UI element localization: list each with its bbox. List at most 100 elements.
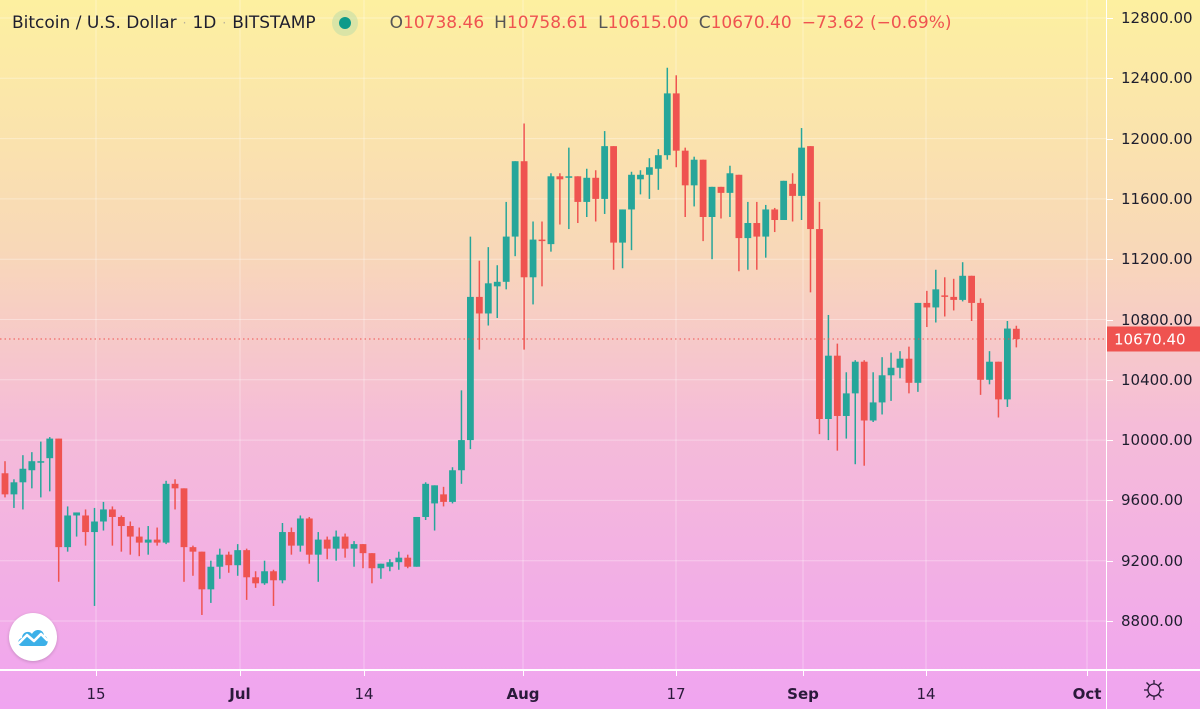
- candle[interactable]: [234, 544, 242, 576]
- candle[interactable]: [995, 361, 1002, 418]
- candle[interactable]: [672, 75, 680, 168]
- candle[interactable]: [493, 265, 501, 318]
- candle[interactable]: [314, 532, 322, 582]
- candle[interactable]: [153, 527, 161, 546]
- candle[interactable]: [252, 571, 259, 588]
- candle[interactable]: [798, 128, 805, 221]
- candle[interactable]: [699, 159, 707, 242]
- candle[interactable]: [654, 149, 662, 190]
- candle[interactable]: [413, 516, 421, 567]
- candle[interactable]: [744, 201, 752, 270]
- chart-settings-button[interactable]: [1106, 669, 1200, 709]
- candle[interactable]: [968, 275, 975, 322]
- candle[interactable]: [225, 551, 233, 573]
- candle[interactable]: [932, 269, 940, 323]
- time-axis[interactable]: 15 Jul 14 Aug 17 Sep 14 Oct: [0, 669, 1106, 709]
- candle[interactable]: [574, 176, 582, 224]
- candle[interactable]: [377, 563, 385, 579]
- candle[interactable]: [771, 207, 779, 233]
- candle[interactable]: [601, 131, 609, 214]
- candle[interactable]: [941, 277, 949, 317]
- candle[interactable]: [977, 298, 984, 395]
- candle[interactable]: [878, 357, 886, 415]
- candle[interactable]: [807, 146, 814, 293]
- candle[interactable]: [583, 168, 591, 217]
- candle[interactable]: [690, 156, 698, 207]
- candle[interactable]: [341, 533, 349, 558]
- candle[interactable]: [162, 480, 170, 545]
- candle[interactable]: [386, 559, 394, 572]
- candle[interactable]: [833, 343, 841, 451]
- candle[interactable]: [887, 352, 895, 401]
- symbol-name[interactable]: Bitcoin / U.S. Dollar: [12, 13, 177, 33]
- candle[interactable]: [37, 441, 45, 498]
- interval-label[interactable]: 1D: [192, 13, 217, 33]
- candle[interactable]: [100, 501, 107, 531]
- candle[interactable]: [279, 523, 286, 584]
- candle[interactable]: [610, 146, 617, 270]
- candle[interactable]: [905, 346, 913, 394]
- candle[interactable]: [511, 161, 519, 257]
- candle[interactable]: [359, 544, 367, 569]
- candle[interactable]: [73, 512, 80, 537]
- candle[interactable]: [619, 209, 626, 269]
- candle[interactable]: [860, 360, 868, 466]
- candle[interactable]: [467, 236, 474, 450]
- candle[interactable]: [565, 147, 573, 230]
- candle[interactable]: [350, 541, 358, 567]
- candle[interactable]: [896, 351, 904, 379]
- candle[interactable]: [520, 123, 528, 350]
- candle[interactable]: [708, 186, 716, 260]
- symbol-legend[interactable]: Bitcoin / U.S. Dollar · 1D · BITSTAMP O …: [12, 10, 952, 36]
- candle[interactable]: [780, 180, 788, 221]
- candle[interactable]: [189, 545, 197, 576]
- candle[interactable]: [646, 158, 653, 199]
- candle[interactable]: [1012, 325, 1020, 348]
- candle[interactable]: [449, 467, 456, 504]
- candle[interactable]: [296, 515, 304, 552]
- candle[interactable]: [91, 507, 98, 606]
- candle[interactable]: [986, 351, 993, 385]
- candle[interactable]: [529, 221, 537, 305]
- candle[interactable]: [207, 560, 215, 603]
- candle[interactable]: [717, 186, 725, 219]
- candle[interactable]: [735, 174, 743, 272]
- candle[interactable]: [261, 560, 268, 585]
- candle[interactable]: [305, 516, 313, 564]
- candle[interactable]: [126, 521, 134, 555]
- candle[interactable]: [547, 173, 555, 252]
- candle[interactable]: [144, 526, 152, 555]
- candle[interactable]: [171, 479, 179, 510]
- candle[interactable]: [681, 147, 689, 217]
- candle[interactable]: [628, 171, 635, 251]
- price-axis[interactable]: 12800.00 12400.00 12000.00 11600.00 11200.00…: [1106, 0, 1200, 670]
- tradingview-logo-button[interactable]: [9, 613, 57, 661]
- candle[interactable]: [592, 170, 600, 222]
- candle[interactable]: [842, 372, 850, 439]
- candle[interactable]: [198, 551, 206, 615]
- candle[interactable]: [64, 506, 72, 552]
- candle[interactable]: [395, 551, 403, 570]
- candle[interactable]: [789, 173, 796, 222]
- candle[interactable]: [663, 67, 671, 160]
- candle[interactable]: [270, 569, 277, 606]
- candle[interactable]: [55, 438, 63, 582]
- candle[interactable]: [19, 455, 27, 510]
- candle[interactable]: [135, 527, 143, 557]
- candle[interactable]: [216, 548, 224, 579]
- candle[interactable]: [82, 509, 89, 546]
- candle[interactable]: [914, 302, 922, 392]
- candle[interactable]: [869, 372, 877, 423]
- candle[interactable]: [117, 515, 125, 552]
- candle[interactable]: [538, 221, 546, 287]
- candle[interactable]: [726, 165, 734, 217]
- candlestick-series[interactable]: [0, 0, 1106, 669]
- candle[interactable]: [368, 553, 376, 584]
- candle[interactable]: [502, 201, 510, 290]
- candle[interactable]: [422, 482, 430, 520]
- candle[interactable]: [440, 486, 447, 507]
- candle[interactable]: [288, 527, 295, 555]
- market-status-icon[interactable]: [331, 10, 358, 36]
- candle[interactable]: [475, 260, 483, 350]
